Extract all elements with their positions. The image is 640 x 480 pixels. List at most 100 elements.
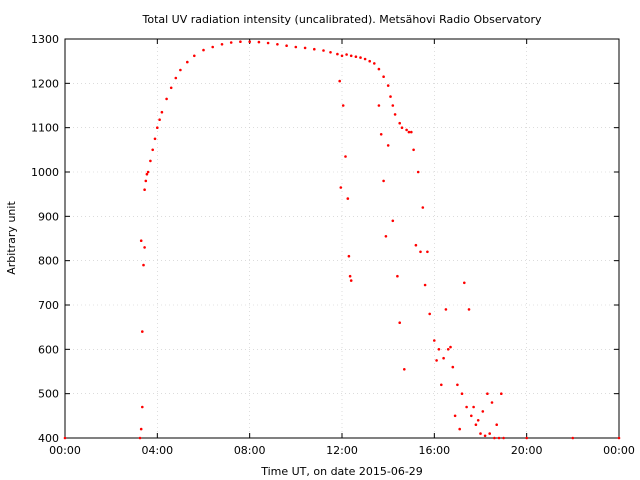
data-point (456, 383, 459, 387)
outlier-point (467, 308, 471, 311)
x-tick-label: 08:00 (234, 444, 266, 457)
y-tick-label: 500 (38, 388, 59, 401)
y-tick-label: 800 (38, 255, 59, 268)
outlier-point (419, 250, 422, 254)
data-point (144, 179, 148, 183)
data-point (193, 54, 196, 58)
data-point (433, 339, 436, 342)
data-point (502, 436, 505, 440)
data-point (340, 54, 344, 58)
data-point (276, 43, 279, 46)
outlier-point (379, 133, 383, 136)
data-point (437, 348, 441, 351)
data-point (145, 172, 149, 176)
outlier-point (143, 246, 146, 249)
data-point (460, 392, 464, 396)
data-point (220, 43, 224, 46)
data-point (391, 104, 395, 107)
x-tick-label: 00:00 (603, 444, 635, 457)
outlier-point (458, 427, 462, 431)
data-point (525, 436, 528, 440)
outlier-point (377, 104, 381, 107)
outlier-point (349, 279, 353, 282)
data-points (63, 40, 621, 440)
y-axis-label: Arbitrary unit (5, 201, 18, 275)
data-point (416, 170, 420, 174)
data-point (470, 414, 473, 418)
outlier-point (423, 283, 427, 287)
data-point (398, 121, 402, 125)
x-axis: 00:00 04:00 08:00 12:00 16:00 20:00 00:00 (49, 39, 635, 457)
x-tick-label: 12:00 (326, 444, 358, 457)
data-point (446, 348, 450, 351)
outlier-point (414, 243, 418, 247)
data-point (257, 40, 261, 44)
data-point (329, 51, 332, 54)
chart-title: Total UV radiation intensity (uncalibrat… (142, 13, 542, 26)
data-point (158, 118, 161, 121)
y-tick-label: 1100 (31, 122, 59, 135)
outlier-point (339, 186, 343, 189)
outlier-point (481, 410, 485, 413)
data-point (266, 41, 270, 45)
gridlines (65, 39, 619, 438)
x-tick-label: 16:00 (418, 444, 450, 457)
data-point (165, 97, 168, 101)
y-axis: 400 500 600 700 800 900 1000 1100 1200 1300 (31, 33, 619, 445)
outlier-point (391, 219, 395, 223)
data-point (160, 110, 164, 114)
outlier-point (472, 405, 475, 409)
outlier-point (428, 312, 432, 316)
plot-frame (64, 38, 620, 439)
data-point (211, 45, 214, 49)
data-point (179, 68, 182, 72)
data-point (294, 45, 298, 49)
data-point (354, 55, 358, 58)
outlier-point (440, 383, 443, 387)
data-point (451, 365, 455, 369)
data-point (63, 436, 67, 440)
data-point (389, 95, 392, 98)
data-point (363, 57, 367, 61)
data-point (143, 188, 146, 191)
outlier-point (386, 144, 390, 147)
data-point (493, 436, 496, 440)
data-point (345, 53, 348, 56)
outlier-point (382, 179, 385, 183)
outlier-point (449, 345, 452, 349)
y-tick-label: 400 (38, 432, 59, 445)
outlier-point (347, 254, 351, 258)
y-tick-label: 900 (38, 210, 59, 223)
outlier-point (344, 155, 347, 158)
data-point (359, 56, 362, 59)
data-point (151, 148, 154, 152)
outlier-point (463, 281, 466, 285)
outlier-point (396, 274, 399, 278)
data-point (382, 75, 385, 78)
outlier-point (476, 419, 480, 422)
y-tick-label: 700 (38, 299, 59, 312)
data-point (488, 432, 492, 435)
data-point (169, 86, 173, 90)
outlier-point (453, 414, 457, 418)
data-point (336, 52, 339, 56)
data-point (142, 263, 145, 267)
data-point (368, 59, 372, 63)
data-point (412, 148, 415, 152)
data-point (400, 126, 404, 129)
data-point (407, 130, 411, 134)
data-point (138, 436, 142, 440)
outlier-point (141, 330, 144, 333)
data-point (373, 62, 376, 65)
data-point (421, 206, 425, 209)
x-tick-label: 04:00 (141, 444, 173, 457)
data-point (426, 250, 429, 254)
data-point (229, 41, 233, 44)
data-point (303, 46, 307, 50)
data-point (186, 60, 189, 64)
data-point (146, 170, 150, 174)
data-point (141, 405, 144, 409)
outlier-point (486, 392, 489, 396)
data-point (405, 128, 408, 132)
